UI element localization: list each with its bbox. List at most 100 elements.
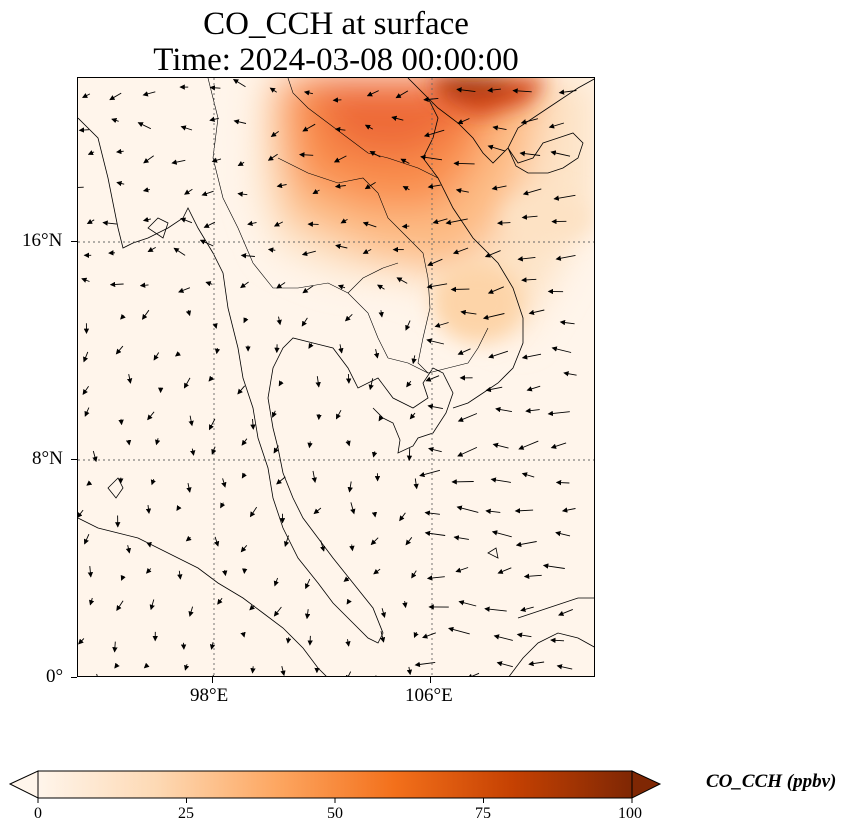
lat-tick-mark-16 (71, 241, 77, 242)
colorbar-tick-25: 25 (178, 805, 194, 822)
wind-arrow (237, 385, 246, 395)
wind-arrow (426, 283, 448, 290)
wind-arrow (78, 127, 90, 133)
wind-arrow (171, 159, 186, 165)
wind-arrow (493, 634, 513, 641)
wind-arrow (402, 186, 410, 191)
lat-tick-mark-8 (71, 459, 77, 460)
wind-arrow (188, 415, 194, 427)
wind-arrow (413, 478, 419, 490)
wind-arrow (542, 563, 565, 569)
wind-arrow (497, 220, 511, 226)
wind-arrow (283, 535, 290, 547)
wind-arrow (249, 604, 256, 611)
wind-arrow (456, 87, 476, 93)
wind-arrow (427, 183, 441, 190)
wind-arrow (402, 601, 408, 609)
wind-arrow (249, 506, 258, 518)
wind-arrow (87, 150, 95, 155)
wind-arrow (185, 535, 192, 542)
wind-arrow (111, 117, 119, 124)
wind-arrow (528, 660, 545, 667)
wind-arrow (147, 247, 156, 253)
wind-arrow (516, 632, 532, 638)
wind-arrow (276, 282, 286, 289)
wind-arrow (497, 567, 512, 574)
wind-arrow (521, 214, 538, 220)
wind-arrow (116, 148, 124, 155)
wind-arrow (490, 477, 511, 483)
wind-arrow (373, 349, 380, 359)
wind-arrow (555, 531, 571, 537)
colorbar-tick-100: 100 (618, 805, 642, 822)
wind-arrow (337, 284, 346, 290)
wind-arrow (273, 577, 279, 587)
wind-arrow (520, 118, 539, 125)
wind-arrow (240, 545, 248, 553)
wind-arrow (211, 157, 222, 163)
wind-arrow (453, 535, 469, 541)
wind-arrow (371, 451, 378, 458)
wind-arrow (153, 352, 160, 361)
wind-arrow (485, 386, 503, 393)
wind-arrow (125, 545, 132, 554)
wind-arrow (141, 309, 150, 320)
wind-arrow (176, 505, 182, 512)
wind-arrow (347, 481, 353, 493)
wind-arrow (370, 537, 379, 546)
wind-arrow (81, 277, 90, 283)
wind-arrow (492, 125, 507, 131)
wind-arrow (270, 131, 279, 138)
wind-arrow (267, 247, 276, 253)
wind-arrow (550, 150, 571, 157)
wind-arrow (423, 96, 439, 103)
wind-arrow (125, 439, 132, 446)
wind-arrow (305, 578, 311, 590)
wind-arrow (271, 410, 277, 418)
wind-arrow (519, 150, 541, 157)
wind-arrow (78, 638, 85, 645)
wind-arrow (345, 373, 352, 384)
wind-arrow (269, 87, 277, 93)
wind-arrow (521, 472, 535, 478)
wind-arrow (334, 183, 346, 189)
wind-arrow (426, 338, 445, 345)
lat-tick-0: 0° (46, 666, 64, 687)
colorbar-label: CO_CCH (ppbv) (706, 771, 837, 792)
wind-arrow (452, 247, 469, 255)
wind-arrow (178, 287, 191, 293)
wind-arrow (345, 439, 351, 447)
wind-arrow (485, 508, 501, 514)
wind-arrow (221, 478, 227, 488)
wind-arrow (364, 182, 376, 190)
wind-arrow (434, 322, 449, 328)
wind-arrow (378, 415, 384, 422)
wind-arrow (78, 186, 84, 188)
wind-arrow (445, 218, 468, 225)
wind-arrow (276, 182, 287, 189)
wind-arrow (145, 567, 152, 574)
wind-arrow (184, 663, 190, 671)
wind-arrow (399, 512, 406, 522)
wind-arrow (377, 284, 385, 290)
wind-arrow (487, 144, 506, 152)
wind-arrow (427, 258, 443, 267)
wind-arrow (186, 483, 192, 493)
wind-arrow (267, 153, 278, 161)
colorbar-extend-max (631, 770, 662, 799)
wind-arrow (315, 376, 321, 388)
wind-arrow (237, 191, 248, 197)
wind-arrow (307, 441, 313, 449)
wind-arrow (120, 574, 126, 581)
wind-arrow (401, 223, 410, 229)
wind-arrow (555, 254, 576, 261)
wind-arrow (333, 155, 347, 163)
wind-arrow (343, 576, 350, 582)
wind-arrow (109, 92, 122, 101)
wind-arrow (81, 93, 91, 98)
wind-arrow (448, 626, 470, 635)
wind-arrow (217, 597, 223, 605)
wind-arrow (520, 606, 534, 612)
wind-arrow (240, 281, 249, 289)
wind-arrow (455, 567, 469, 573)
